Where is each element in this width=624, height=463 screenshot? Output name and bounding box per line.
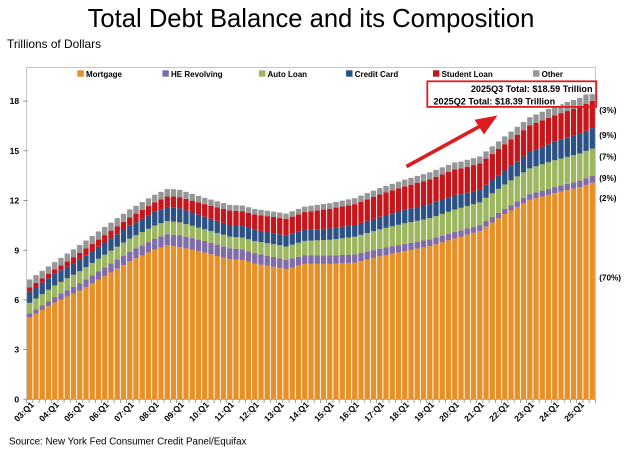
svg-text:Total Debt Balance and its Com: Total Debt Balance and its Composition [88,5,535,33]
svg-text:2025Q3 Total: $18.59 Trillion: 2025Q3 Total: $18.59 Trillion [471,84,593,94]
svg-text:HE Revolving: HE Revolving [171,70,223,79]
svg-text:(7%): (7%) [599,152,617,161]
svg-text:12: 12 [10,196,20,206]
svg-text:6: 6 [14,295,19,305]
svg-text:Auto Loan: Auto Loan [268,70,308,79]
svg-text:Other: Other [542,70,563,79]
svg-text:Student Loan: Student Loan [442,70,493,79]
svg-text:Mortgage: Mortgage [86,70,123,79]
svg-text:Credit Card: Credit Card [355,70,399,79]
svg-text:0: 0 [14,394,19,404]
svg-text:(9%): (9%) [599,131,617,140]
svg-text:15: 15 [10,146,20,156]
svg-text:Trillions of Dollars: Trillions of Dollars [7,37,101,51]
svg-text:2025Q2 Total: $18.39 Trillion: 2025Q2 Total: $18.39 Trillion [434,96,556,106]
svg-text:(3%): (3%) [599,106,617,115]
svg-text:18: 18 [10,96,20,106]
svg-text:Source: New York Fed Consumer: Source: New York Fed Consumer Credit Pan… [9,437,247,448]
svg-text:(70%): (70%) [599,273,621,282]
svg-text:(9%): (9%) [599,174,617,183]
svg-text:(2%): (2%) [599,194,617,203]
svg-text:9: 9 [14,245,19,255]
svg-text:3: 3 [14,345,19,355]
